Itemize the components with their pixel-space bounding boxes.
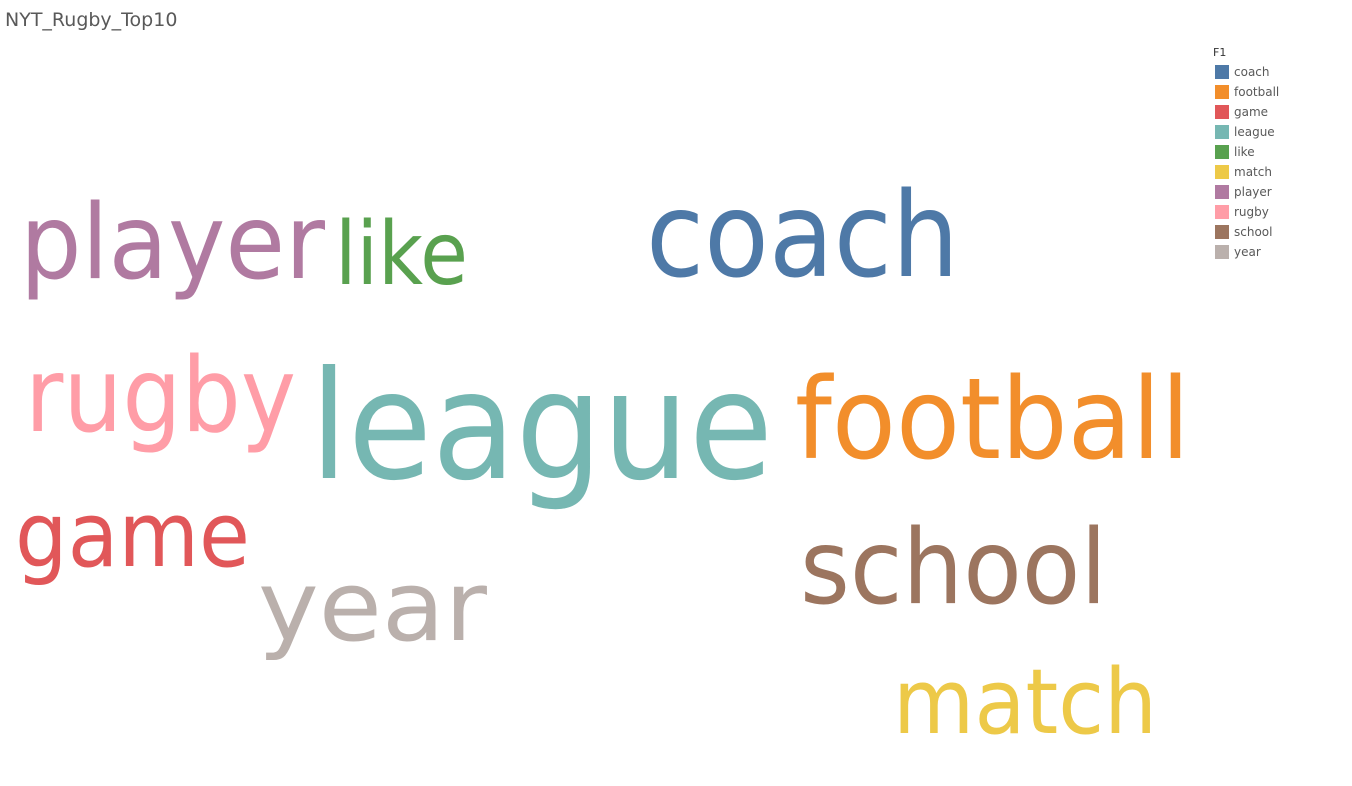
legend-label: league	[1234, 125, 1275, 139]
legend-swatch	[1215, 65, 1229, 79]
word-year[interactable]: year	[258, 550, 487, 663]
legend-label: player	[1234, 185, 1272, 199]
legend-items: coach football game league like match player ru…	[1213, 62, 1343, 262]
legend-item-match[interactable]: match	[1213, 162, 1343, 182]
legend-item-game[interactable]: game	[1213, 102, 1343, 122]
legend-swatch	[1215, 185, 1229, 199]
legend-swatch	[1215, 85, 1229, 99]
legend-label: like	[1234, 145, 1255, 159]
word-player[interactable]: player	[20, 183, 326, 303]
legend-item-coach[interactable]: coach	[1213, 62, 1343, 82]
legend-label: coach	[1234, 65, 1270, 79]
legend-label: school	[1234, 225, 1273, 239]
legend-swatch	[1215, 165, 1229, 179]
word-cloud-words: league coach football player rugby school year…	[15, 166, 1190, 755]
legend-label: game	[1234, 105, 1269, 119]
word-match[interactable]: match	[893, 650, 1157, 755]
word-rugby[interactable]: rugby	[25, 336, 296, 456]
legend-label: year	[1234, 245, 1261, 259]
page-title: NYT_Rugby_Top10	[5, 9, 178, 31]
word-league[interactable]: league	[310, 340, 773, 514]
word-coach[interactable]: coach	[646, 166, 959, 304]
legend-title: F1	[1213, 46, 1227, 59]
legend-label: football	[1234, 85, 1280, 99]
word-football[interactable]: football	[795, 355, 1190, 485]
legend-swatch	[1215, 225, 1229, 239]
legend-label: rugby	[1234, 205, 1269, 219]
legend-swatch	[1215, 245, 1229, 259]
legend-swatch	[1215, 205, 1229, 219]
legend-item-football[interactable]: football	[1213, 82, 1343, 102]
legend-item-year[interactable]: year	[1213, 242, 1343, 262]
word-school[interactable]: school	[800, 508, 1107, 628]
legend: F1 coach football game league like match playe…	[1213, 46, 1343, 262]
legend-swatch	[1215, 145, 1229, 159]
legend-label: match	[1234, 165, 1272, 179]
legend-item-league[interactable]: league	[1213, 122, 1343, 142]
word-like[interactable]: like	[335, 203, 468, 305]
legend-item-rugby[interactable]: rugby	[1213, 202, 1343, 222]
legend-swatch	[1215, 125, 1229, 139]
legend-item-like[interactable]: like	[1213, 142, 1343, 162]
legend-swatch	[1215, 105, 1229, 119]
legend-item-school[interactable]: school	[1213, 222, 1343, 242]
legend-item-player[interactable]: player	[1213, 182, 1343, 202]
word-game[interactable]: game	[15, 483, 250, 588]
